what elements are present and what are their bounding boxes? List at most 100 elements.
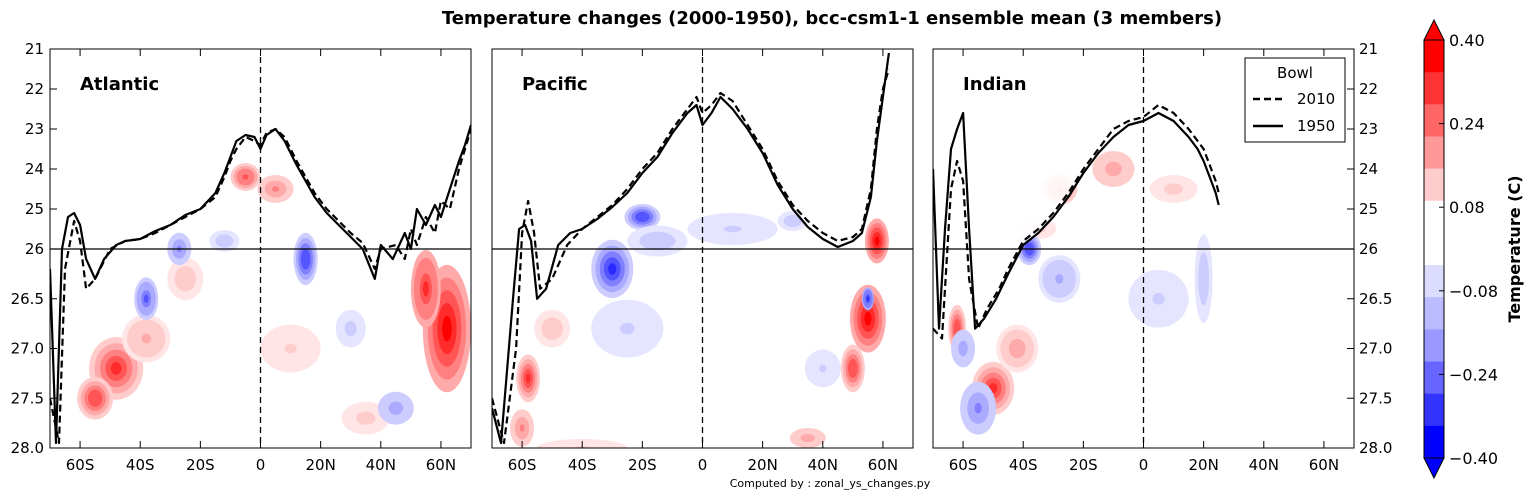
colorbar-max-arrow — [1423, 18, 1445, 41]
anomaly-contour-11 — [1201, 269, 1206, 288]
x-tick-label: 40N — [1249, 456, 1279, 474]
colorbar-segment — [1424, 40, 1444, 73]
chart-title: Temperature changes (2000-1950), bcc-csm… — [441, 8, 1223, 29]
colorbar-segment — [1424, 232, 1444, 266]
x-tick-label: 20N — [305, 456, 335, 474]
colorbar-tick-label: −0.40 — [1449, 449, 1498, 468]
colorbar-segment — [1424, 136, 1444, 170]
y-tick-label: 26.5 — [11, 290, 44, 308]
colorbar-tick-label: 0.08 — [1449, 198, 1485, 217]
x-tick-label: 60S — [66, 456, 95, 474]
x-tick-label: 40S — [1009, 456, 1038, 474]
y-tick-label: 26.5 — [1359, 290, 1392, 308]
y-tick-label: 27.0 — [1359, 340, 1392, 358]
colorbar-segment — [1424, 200, 1444, 234]
anomaly-contour-6 — [804, 436, 812, 441]
anomaly-contour-10 — [651, 237, 664, 245]
colorbar-segment — [1424, 297, 1444, 330]
x-tick-label: 60S — [949, 456, 978, 474]
x-tick-label: 0 — [256, 456, 266, 474]
anomaly-contour-13 — [221, 238, 228, 244]
panel-indian: Indian 60S 40S 20S 0 20N 40N 60N — [932, 48, 1355, 474]
anomaly-contour-5 — [1168, 186, 1179, 192]
temperature-field — [77, 163, 471, 435]
y-tick-label: 25 — [25, 200, 44, 218]
legend-label-2010: 2010 — [1297, 90, 1335, 108]
bowl-lines — [492, 52, 890, 445]
x-tick-label: 0 — [1139, 456, 1149, 474]
anomaly-contour-1 — [1013, 343, 1022, 354]
colorbar-segment — [1424, 393, 1444, 427]
anomaly-contour-9 — [284, 343, 297, 354]
anomaly-contour-11 — [620, 322, 635, 335]
anomaly-contour-9 — [638, 214, 646, 220]
anomaly-contour-1 — [548, 324, 556, 333]
x-tick-label: 20S — [628, 456, 657, 474]
panel-label: Atlantic — [80, 74, 159, 95]
anomaly-contour-4 — [271, 186, 280, 192]
bowl-1950-line — [50, 124, 471, 445]
anomaly-contour-4 — [874, 236, 880, 246]
y-tick-label: 27.0 — [11, 340, 44, 358]
y-tick-label: 23 — [1359, 120, 1378, 138]
x-tick-label: 20S — [186, 456, 215, 474]
anomaly-contour-2 — [955, 323, 959, 334]
x-tick-label: 20N — [1188, 456, 1218, 474]
x-tick-label: 60S — [508, 456, 537, 474]
panel-pacific: Pacific 60S 40S 20S 0 20N 40N 60N — [491, 48, 914, 474]
y-tick-label: 26 — [25, 240, 44, 258]
anomaly-contour-8 — [608, 263, 617, 275]
anomaly-contour-1 — [91, 393, 99, 403]
anomaly-contour-0 — [525, 373, 531, 384]
x-tick-label: 60N — [1309, 456, 1339, 474]
anomaly-contour-6 — [442, 315, 452, 342]
y-tick-label: 28.0 — [1359, 439, 1392, 457]
panel-label: Pacific — [522, 74, 588, 95]
y-tick-label: 24 — [1359, 160, 1378, 178]
colorbar-segment — [1424, 425, 1444, 459]
y-tick-label: 22 — [25, 80, 44, 98]
colorbar-segment — [1424, 361, 1444, 395]
bowl-1950-line — [492, 52, 890, 445]
legend: Bowl 2010 1950 — [1244, 57, 1346, 143]
anomaly-contour-12 — [1152, 292, 1165, 305]
x-tick-label: 20S — [1069, 456, 1098, 474]
anomaly-contour-12 — [723, 225, 742, 233]
anomaly-contour-10 — [143, 294, 149, 304]
bowl-lines — [933, 103, 1220, 340]
anomaly-contour-12 — [303, 253, 309, 265]
anomaly-contour-13 — [789, 219, 796, 223]
colorbar: 0.40 0.24 0.08 −0.08 −0.24 −0.40 Temperature (… — [1423, 18, 1524, 480]
panel-atlantic: Atlantic 60S 40S 20S 0 20N 40N 60N — [49, 48, 472, 474]
colorbar-tick-label: −0.24 — [1449, 365, 1498, 384]
colorbar-segment — [1424, 72, 1444, 105]
colorbar-label: Temperature (C) — [1505, 175, 1524, 322]
anomaly-contour-14 — [392, 404, 400, 412]
y-tick-label: 26 — [1359, 240, 1378, 258]
x-tick-label: 60N — [868, 456, 898, 474]
y-tick-label: 27.5 — [1359, 389, 1392, 407]
anomaly-contour-8 — [1055, 274, 1064, 284]
colorbar-tick-label: −0.08 — [1449, 282, 1498, 301]
anomaly-contour-14 — [866, 296, 870, 302]
x-tick-label: 0 — [698, 456, 708, 474]
y-axis-right: 21 22 23 24 25 26 26.5 27.0 27.5 28.0 — [1347, 40, 1392, 457]
x-tick-label: 60N — [426, 456, 456, 474]
panels-layer: Atlantic 60S 40S 20S 0 20N 40N 60N Pacific 60S 40S… — [11, 40, 1393, 474]
bowl-lines — [50, 124, 471, 445]
bowl-2010-line — [492, 68, 890, 445]
anomaly-contour-3 — [864, 311, 872, 326]
x-tick-label: 40N — [366, 456, 396, 474]
y-tick-label: 28.0 — [11, 439, 44, 457]
y-tick-label: 24 — [25, 160, 44, 178]
bowl-mask — [50, 49, 471, 443]
anomaly-contour-7 — [422, 281, 429, 297]
bowl-1950-line — [933, 111, 1220, 330]
anomaly-contour-15 — [347, 324, 354, 333]
legend-label-1950: 1950 — [1297, 117, 1335, 135]
anomaly-contour-4 — [1109, 165, 1118, 173]
colorbar-segment — [1424, 329, 1444, 363]
colorbar-frame — [1423, 39, 1445, 459]
y-axis-left: 21 22 23 24 25 26 26.5 27.0 27.5 28.0 — [11, 40, 57, 457]
